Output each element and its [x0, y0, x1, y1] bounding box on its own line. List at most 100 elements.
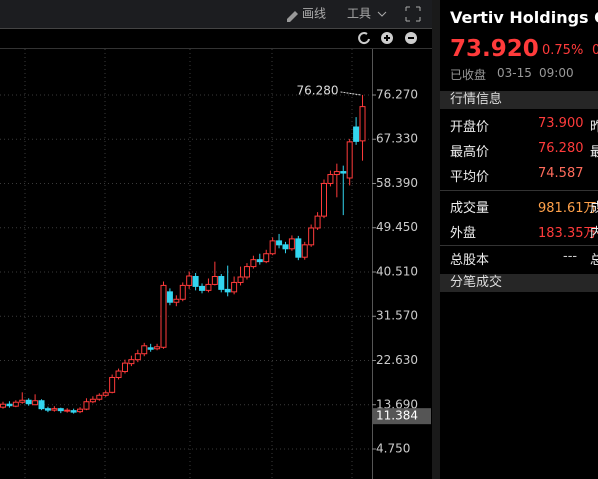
separator [440, 190, 598, 191]
candle-body [134, 353, 141, 361]
candle-body [96, 394, 103, 400]
candle-body [89, 398, 96, 403]
y-tick-label: 40.510 [376, 264, 418, 278]
candle-body [102, 392, 109, 396]
last-price-label: 11.384 [376, 409, 418, 423]
toolbar [0, 0, 432, 28]
candle-body [211, 276, 218, 285]
quote-cell: 开盘价 [450, 120, 490, 135]
separator [440, 245, 598, 246]
candle-body [340, 171, 347, 174]
candle-body [269, 240, 276, 255]
candle-body [301, 244, 308, 258]
candle-body [295, 238, 302, 258]
candle-body [250, 259, 257, 268]
candle-body [173, 298, 180, 303]
candle-body [192, 276, 199, 287]
fullscreen-icon[interactable] [405, 6, 421, 22]
quote-cell: 成交量 [450, 201, 490, 216]
quote-cell: 76.280 [538, 141, 584, 156]
chart: 画线 工具 76.270 67.330 58.390 49.450 40.510 31.5… [0, 0, 440, 479]
candle-body [276, 240, 283, 246]
quote-cell: 74.587 [538, 166, 584, 181]
quote-cell: 981.61万手 [538, 201, 598, 216]
quote-cell: 内 [590, 226, 598, 241]
zoom-in-sign [384, 35, 390, 41]
quote-cell: 成 [590, 201, 598, 216]
candle-body [199, 285, 206, 291]
refresh-icon[interactable] [358, 32, 370, 45]
quote-cell: 平均价 [450, 170, 490, 185]
candle-body [263, 253, 270, 263]
candle-body [83, 401, 90, 410]
candle-body [25, 399, 32, 405]
candle-body [218, 276, 225, 290]
quote-cell: 昨 [590, 120, 598, 135]
candle-body [237, 276, 244, 283]
time: 09:00 [539, 66, 574, 80]
high-marker-label: 76.280 [297, 83, 339, 97]
candle-body [321, 182, 327, 217]
y-tick-label: 31.570 [376, 309, 418, 323]
divider [432, 0, 440, 479]
tools-button[interactable]: 工具 [347, 7, 371, 21]
candle-body [308, 227, 315, 246]
quote-cell: --- [563, 249, 578, 264]
y-tick-label: 49.450 [376, 220, 418, 234]
candle-body [256, 259, 263, 263]
candle-body [6, 403, 13, 407]
y-tick-label: 67.330 [376, 132, 418, 146]
candle-body [38, 400, 45, 410]
quote-cell: 总 [590, 253, 598, 268]
candle-body [231, 281, 238, 293]
candle-body [141, 345, 148, 355]
candle-body [70, 410, 77, 413]
date: 03-15 [497, 66, 532, 80]
quote-cell: 73.900 [538, 116, 584, 131]
change-pct: 0.75% [542, 43, 584, 58]
candle-body [44, 408, 51, 411]
candle-body [12, 401, 19, 407]
candle-body [19, 399, 26, 403]
candle-body [346, 141, 353, 179]
section-header[interactable]: 行情信息 [440, 91, 598, 109]
candle-body [314, 215, 321, 229]
candle-body [205, 283, 212, 291]
candle-body [77, 408, 84, 413]
candle-body [353, 126, 360, 142]
y-tick-label: 76.270 [376, 87, 418, 101]
y-tick-label: 4.750 [376, 442, 410, 456]
section-header[interactable]: 分笔成交 [440, 274, 598, 292]
quote-cell: 183.35万手 [538, 226, 598, 241]
quote-panel: Vertiv Holdings Co 73.920 0.75% 0 已收盘 03… [440, 0, 598, 479]
candle-body [0, 403, 6, 408]
quote-cell: 最 [590, 145, 598, 160]
status: 已收盘 [450, 68, 487, 82]
quote-cell: 外盘 [450, 226, 477, 241]
stock-name: Vertiv Holdings Co [450, 8, 598, 27]
quote-cell: 最高价 [450, 145, 490, 160]
candle-body [333, 171, 340, 176]
candle-body [51, 408, 58, 411]
candle-body [160, 284, 167, 348]
candle-body [359, 106, 366, 142]
y-tick-label: 13.690 [376, 397, 418, 411]
candle-body [121, 362, 128, 373]
candle-body [224, 288, 231, 293]
price: 73.920 [450, 36, 539, 62]
change-clip: 0 [592, 43, 598, 58]
draw-button[interactable]: 画线 [302, 7, 326, 21]
candle-body [64, 409, 71, 412]
candle-body [186, 275, 193, 286]
draw-icon[interactable] [287, 11, 298, 22]
tools-arrow[interactable] [377, 11, 387, 17]
candle-body [32, 400, 39, 406]
high-marker-arrow [340, 91, 361, 96]
quote-cell: 总股本 [450, 253, 490, 268]
candle-body [327, 174, 334, 184]
y-tick-label: 22.630 [376, 353, 418, 367]
candle-body [115, 370, 122, 378]
y-tick-label: 58.390 [376, 176, 418, 190]
candle-body [128, 359, 135, 365]
